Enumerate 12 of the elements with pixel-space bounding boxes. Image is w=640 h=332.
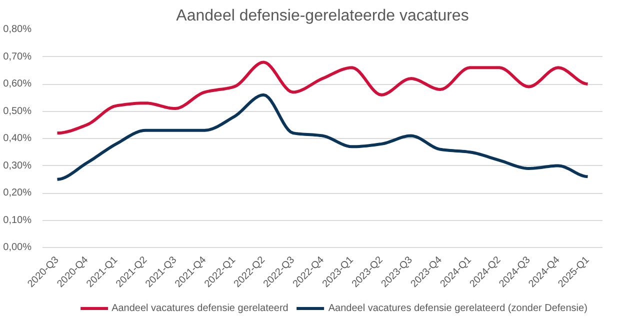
y-tick-label: 0,30% (3, 160, 32, 172)
y-tick-label: 0,70% (3, 51, 32, 62)
y-tick-label: 0,40% (3, 133, 32, 144)
chart-title: Aandeel defensie-gerelateerde vacatures (176, 8, 469, 24)
legend-label: Aandeel vacatures defensie gerelateerd (zonder Defensie) (328, 302, 588, 314)
y-tick-label: 0,50% (3, 106, 32, 117)
y-tick-label: 0,20% (3, 188, 32, 198)
y-tick-label: 0,80% (3, 24, 32, 35)
y-tick-label: 0,60% (3, 78, 32, 90)
legend-label: Aandeel vacatures defensie gerelateerd (112, 302, 288, 314)
y-tick-label: 0,10% (3, 214, 32, 226)
y-tick-label: 0,00% (3, 242, 32, 253)
